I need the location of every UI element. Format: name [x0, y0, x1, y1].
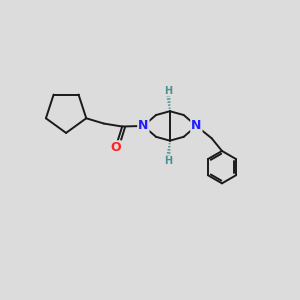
Text: N: N — [138, 119, 148, 132]
Text: H: H — [164, 85, 172, 96]
Text: O: O — [110, 141, 121, 154]
Text: H: H — [164, 156, 172, 166]
Text: N: N — [191, 119, 202, 132]
